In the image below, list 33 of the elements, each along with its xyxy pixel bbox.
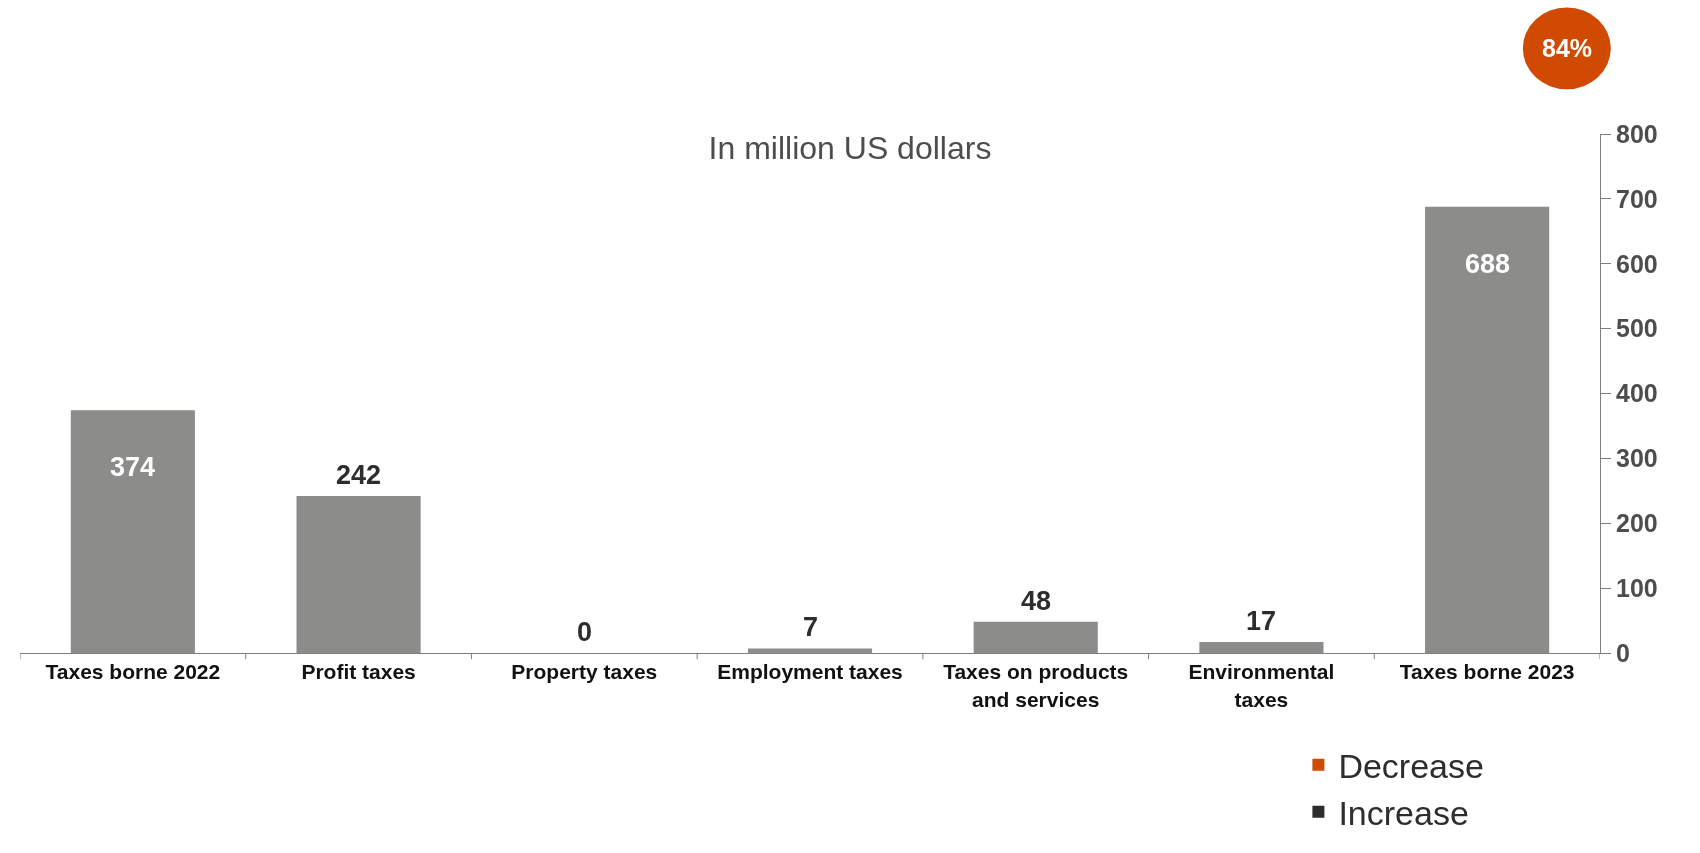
text: 84%	[1542, 34, 1593, 62]
x-tick-label: Taxes on products and services	[943, 660, 1129, 711]
data-label: 48	[1021, 586, 1052, 616]
y-tick-label: 600	[1616, 249, 1658, 278]
chart-title: In million US dollars	[708, 129, 992, 166]
y-tick-label: 800	[1616, 119, 1658, 148]
legend-label: Increase	[1338, 794, 1469, 833]
y-tick-label: 400	[1616, 379, 1658, 408]
x-tick-label: Profit taxes	[301, 660, 416, 684]
bar	[973, 621, 1098, 653]
x-tick-label: Property taxes	[511, 660, 658, 684]
data-label: 242	[336, 460, 382, 490]
data-label: 688	[1465, 249, 1511, 279]
x-tick-label: Environmental taxes	[1188, 660, 1335, 711]
x-tick-label: Employment taxes	[717, 660, 903, 684]
y-tick-label: 100	[1616, 573, 1658, 602]
bar	[747, 648, 873, 653]
y-tick-label: 500	[1616, 314, 1658, 343]
y-tick-label: 700	[1616, 184, 1658, 213]
bar	[1199, 641, 1324, 653]
data-label: 374	[110, 452, 156, 482]
data-label: 7	[803, 612, 819, 642]
y-tick-label: 200	[1616, 509, 1658, 537]
data-label: 0	[577, 617, 593, 647]
y-tick-label: 0	[1616, 638, 1630, 667]
y-tick-label: 300	[1616, 444, 1658, 473]
bar	[1425, 206, 1550, 653]
bar	[70, 410, 195, 653]
x-tick-label: Taxes borne 2023	[1399, 660, 1575, 684]
data-label: 17	[1246, 606, 1277, 636]
x-tick-label: Taxes borne 2022	[45, 660, 221, 684]
bar	[296, 496, 421, 653]
legend-label: Decrease	[1338, 746, 1484, 785]
